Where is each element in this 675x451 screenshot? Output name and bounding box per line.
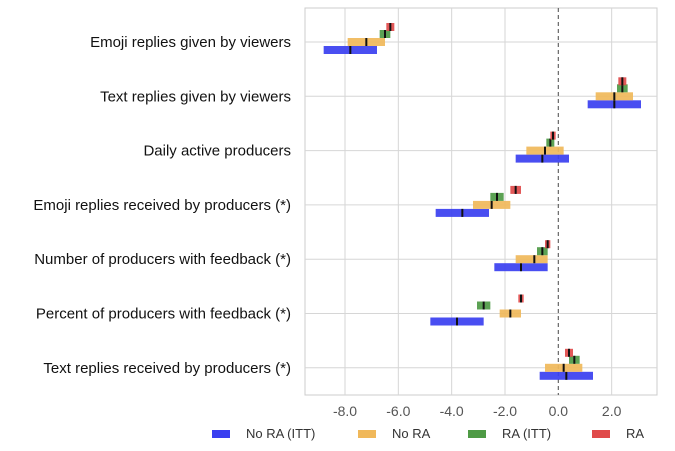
legend-swatch: [358, 430, 376, 438]
legend-label: RA: [626, 426, 644, 441]
x-tick-label: 2.0: [602, 403, 622, 419]
category-label: Emoji replies received by producers (*): [33, 197, 291, 214]
category-label: Emoji replies given by viewers: [90, 34, 291, 51]
x-tick-label: -2.0: [493, 403, 517, 419]
category-labels: Emoji replies given by viewers Text repli…: [33, 34, 291, 377]
category-label: Text replies received by producers (*): [43, 360, 291, 377]
category-label: Percent of producers with feedback (*): [36, 306, 291, 323]
legend-swatch: [212, 430, 230, 438]
x-tick-label: -4.0: [440, 403, 464, 419]
x-tick-label: -6.0: [386, 403, 410, 419]
legend-swatch: [468, 430, 486, 438]
legend-swatch: [592, 430, 610, 438]
category-label: Number of producers with feedback (*): [34, 251, 291, 268]
category-label: Text replies given by viewers: [100, 88, 291, 105]
legend: No RA (ITT) No RA RA (ITT) RA: [212, 426, 644, 441]
legend-label: RA (ITT): [502, 426, 551, 441]
legend-label: No RA (ITT): [246, 426, 315, 441]
x-axis-tick-labels: -8.0 -6.0 -4.0 -2.0 0.0 2.0: [333, 403, 622, 419]
category-label: Daily active producers: [143, 143, 291, 160]
legend-label: No RA: [392, 426, 431, 441]
ci-bar: [515, 255, 548, 264]
estimate-bars: [323, 23, 641, 380]
x-tick-label: 0.0: [549, 403, 569, 419]
x-tick-label: -8.0: [333, 403, 357, 419]
